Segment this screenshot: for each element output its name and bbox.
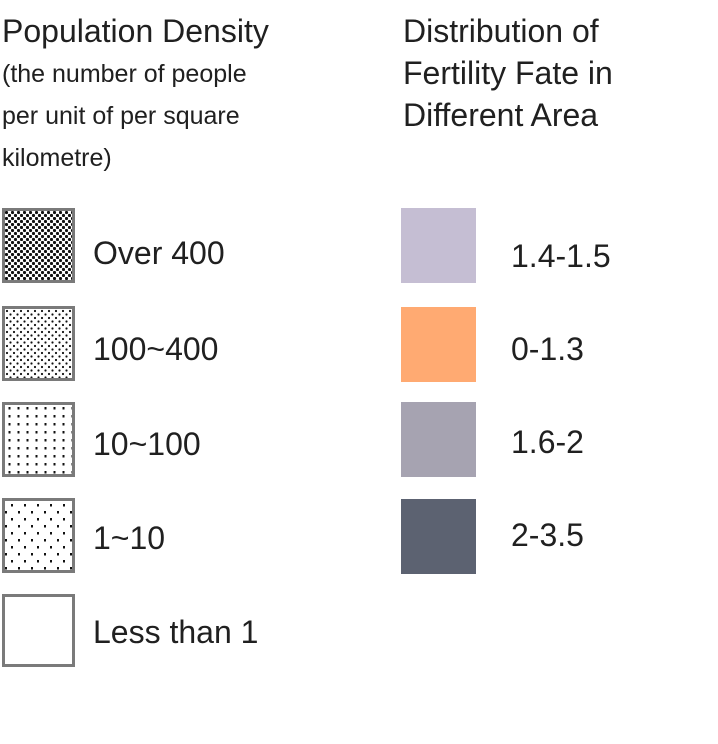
density-label-10-100: 10~100 xyxy=(93,426,201,462)
fertility-title-line-3: Different Area xyxy=(403,97,599,133)
fertility-title-line-1: Distribution of xyxy=(403,13,599,49)
density-label-less-than-1: Less than 1 xyxy=(93,614,259,650)
density-label-1-10: 1~10 xyxy=(93,520,166,556)
sparse-dots-icon xyxy=(2,498,75,573)
blank-icon xyxy=(2,594,75,667)
fertility-label-1-6-2: 1.6-2 xyxy=(511,424,584,460)
fertility-swatch-1-6-2 xyxy=(401,402,476,477)
population-density-title: Population Density xyxy=(2,13,269,49)
fertility-swatch-0-1-3 xyxy=(401,307,476,382)
density-label-100-400: 100~400 xyxy=(93,331,219,367)
dense-dots-icon xyxy=(2,208,75,283)
fertility-title-line-2: Fertility Fate in xyxy=(403,55,613,91)
density-label-over-400: Over 400 xyxy=(93,235,225,271)
fertility-label-2-3-5: 2-3.5 xyxy=(511,517,584,553)
fertility-swatch-2-3-5 xyxy=(401,499,476,574)
fertility-label-1-4-1-5: 1.4-1.5 xyxy=(511,238,611,274)
fertility-swatch-1-4-1-5 xyxy=(401,208,476,283)
column-dots-icon xyxy=(2,402,75,477)
population-density-subtitle-line-2: per unit of per square xyxy=(2,102,240,130)
fertility-label-0-1-3: 0-1.3 xyxy=(511,331,584,367)
population-density-subtitle-line-1: (the number of people xyxy=(2,60,247,88)
medium-dots-icon xyxy=(2,306,75,381)
population-density-subtitle-line-3: kilometre) xyxy=(2,144,112,172)
